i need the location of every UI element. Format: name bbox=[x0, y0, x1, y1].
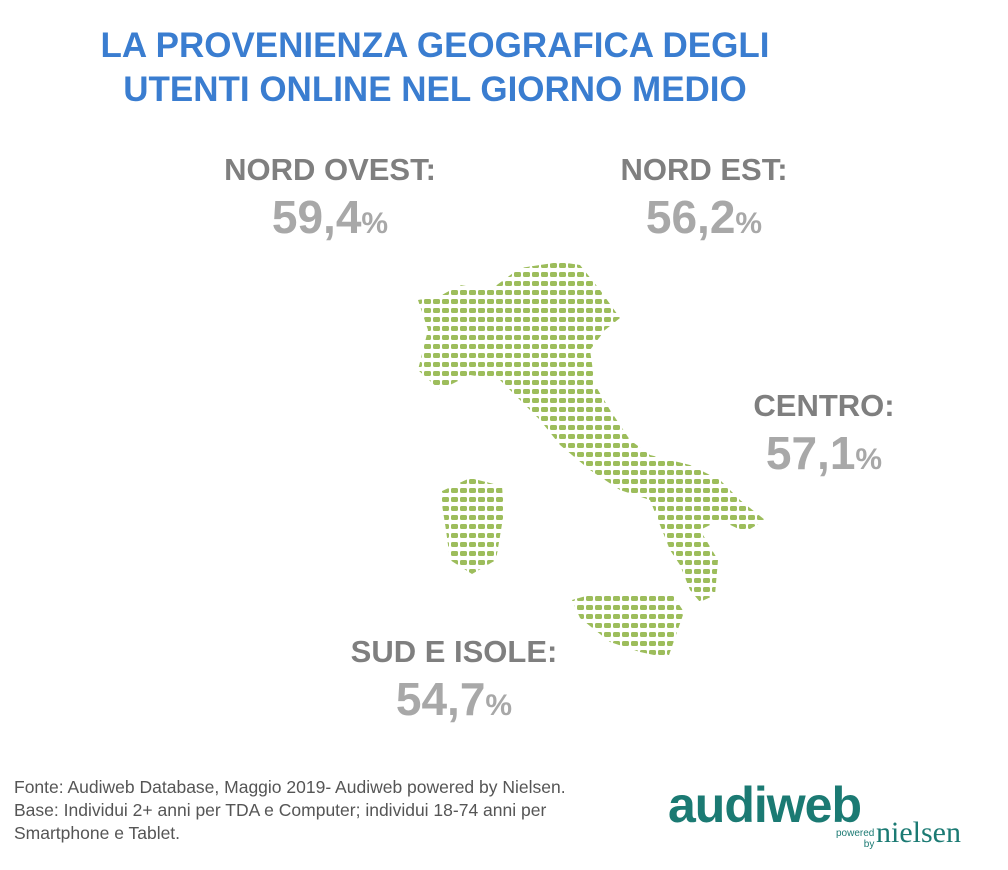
region: NORD EST: 56,2% bbox=[574, 152, 834, 244]
region-name: SUD E ISOLE: bbox=[350, 634, 558, 669]
source: Fonte: Audiweb Database, Maggio 2019- Au… bbox=[14, 776, 566, 845]
region: CENTRO: 57,1% bbox=[700, 388, 948, 480]
value: 56,2 bbox=[645, 191, 736, 243]
region: NORD OVEST: 59,4% bbox=[200, 152, 460, 244]
region-name: NORD EST: bbox=[620, 152, 788, 187]
logo-brand: audiweb bbox=[668, 777, 862, 833]
source-line: Fonte: Audiweb Database, Maggio 2019- Au… bbox=[14, 777, 566, 797]
by: by bbox=[863, 839, 875, 850]
powered: powered bbox=[836, 828, 875, 839]
source-line: Smartphone e Tablet. bbox=[14, 823, 181, 843]
unit: % bbox=[735, 207, 763, 240]
unit: % bbox=[361, 207, 389, 240]
region-value: 57,1% bbox=[700, 426, 948, 480]
value: 54,7 bbox=[395, 673, 486, 725]
value: 59,4 bbox=[271, 191, 362, 243]
logo-powered: powered by bbox=[836, 828, 874, 850]
region-name: CENTRO: bbox=[753, 388, 895, 423]
logo-partner: nielsen bbox=[876, 816, 961, 849]
title-line: LA PROVENIENZA GEOGRAFICA DEGLI bbox=[100, 26, 770, 65]
source-line: Base: Individui 2+ anni per TDA e Comput… bbox=[14, 800, 547, 820]
logo: audiweb powered by nielsen bbox=[668, 776, 988, 866]
region-value: 54,7% bbox=[314, 672, 594, 726]
region-value: 56,2% bbox=[574, 190, 834, 244]
unit: % bbox=[485, 689, 513, 722]
unit: % bbox=[855, 443, 883, 476]
region: SUD E ISOLE: 54,7% bbox=[314, 634, 594, 726]
region-value: 59,4% bbox=[200, 190, 460, 244]
region-name: NORD OVEST: bbox=[224, 152, 436, 187]
value: 57,1 bbox=[765, 427, 856, 479]
title-line: UTENTI ONLINE NEL GIORNO MEDIO bbox=[123, 70, 747, 109]
